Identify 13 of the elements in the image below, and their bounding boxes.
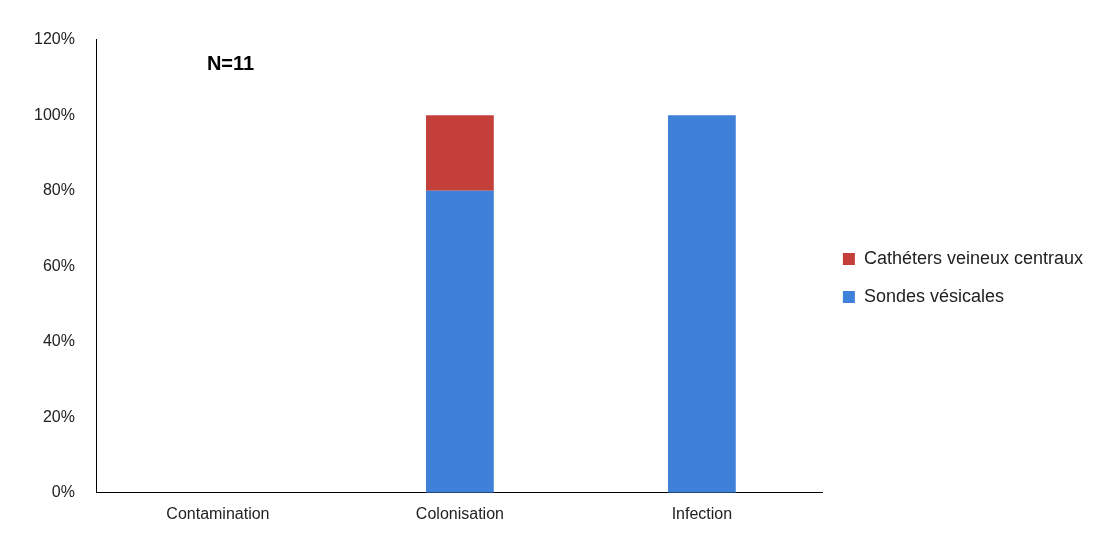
y-tick-label: 0%	[51, 483, 75, 501]
y-tick-label: 60%	[42, 256, 75, 274]
legend-label: Sondes vésicales	[863, 285, 1004, 306]
x-tick-label: Colonisation	[415, 504, 504, 522]
x-tick-label: Infection	[671, 504, 733, 522]
y-tick-label: 80%	[42, 181, 75, 199]
x-tick-label: Contamination	[166, 504, 270, 522]
y-tick-label: 20%	[42, 407, 75, 425]
y-tick-label: 40%	[42, 332, 75, 350]
annotation: N=11	[206, 52, 255, 75]
legend-label: Cathéters veineux centraux	[863, 247, 1083, 268]
y-tick-label: 120%	[34, 30, 75, 48]
y-tick-label: 100%	[34, 105, 75, 123]
